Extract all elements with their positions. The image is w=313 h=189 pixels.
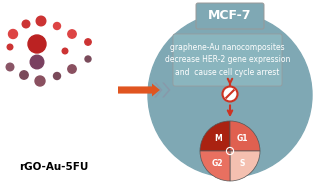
Circle shape bbox=[68, 65, 76, 73]
Circle shape bbox=[36, 16, 46, 26]
Circle shape bbox=[148, 13, 312, 177]
Circle shape bbox=[54, 22, 60, 29]
FancyBboxPatch shape bbox=[196, 3, 264, 29]
Text: MCF-7: MCF-7 bbox=[208, 9, 252, 22]
Circle shape bbox=[54, 73, 60, 80]
Text: G2: G2 bbox=[212, 159, 223, 168]
Text: S: S bbox=[240, 159, 245, 168]
Circle shape bbox=[62, 48, 68, 54]
Wedge shape bbox=[230, 151, 260, 181]
Circle shape bbox=[22, 20, 30, 28]
Polygon shape bbox=[118, 84, 160, 97]
Circle shape bbox=[85, 39, 91, 45]
Circle shape bbox=[6, 63, 14, 71]
Text: graphene-Au nanocomposites
decrease HER-2 gene expression
and  cause cell cycle : graphene-Au nanocomposites decrease HER-… bbox=[165, 43, 290, 77]
Wedge shape bbox=[230, 121, 260, 151]
Text: rGO-Au-5FU: rGO-Au-5FU bbox=[19, 163, 89, 173]
Text: M: M bbox=[214, 134, 222, 143]
FancyBboxPatch shape bbox=[173, 34, 282, 86]
Wedge shape bbox=[200, 151, 230, 181]
Text: G1: G1 bbox=[237, 134, 248, 143]
Circle shape bbox=[20, 71, 28, 79]
Polygon shape bbox=[162, 83, 171, 98]
Circle shape bbox=[28, 35, 46, 53]
Circle shape bbox=[35, 76, 45, 86]
Circle shape bbox=[85, 56, 91, 62]
Circle shape bbox=[7, 44, 13, 50]
Circle shape bbox=[68, 30, 76, 38]
Circle shape bbox=[30, 55, 44, 69]
Wedge shape bbox=[200, 121, 230, 151]
Circle shape bbox=[8, 29, 18, 39]
Polygon shape bbox=[154, 83, 162, 98]
Circle shape bbox=[223, 87, 238, 101]
